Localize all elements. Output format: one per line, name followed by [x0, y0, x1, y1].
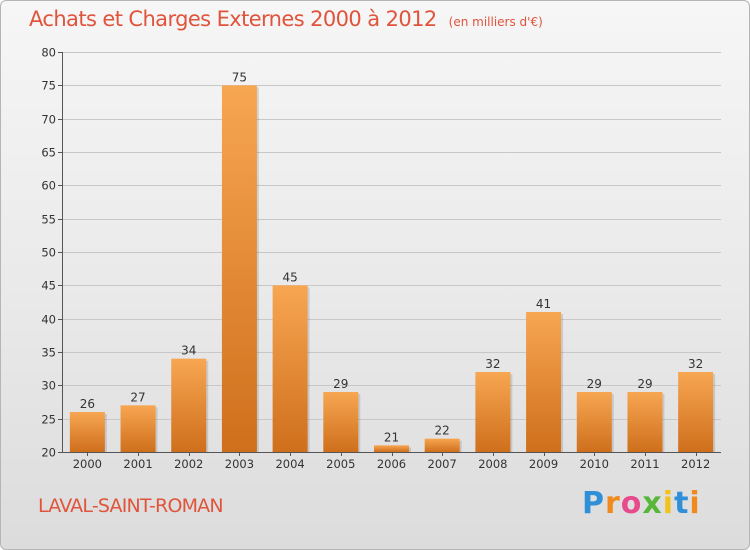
bar-2009	[526, 312, 562, 452]
x-tick-label: 2010	[580, 457, 609, 471]
logo-letter: r	[605, 486, 621, 521]
logo-letter: x	[642, 486, 663, 521]
logo-letter: t	[674, 486, 690, 521]
bar-value-label: 29	[333, 377, 348, 391]
bar-value-label: 34	[181, 344, 196, 358]
bar-2001	[120, 405, 156, 452]
y-tick-label: 50	[41, 246, 56, 260]
bar-2012	[678, 372, 714, 452]
bar-value-label: 32	[688, 357, 703, 371]
chart-title-text: Achats et Charges Externes 2000 à 2012	[29, 7, 437, 31]
x-tick-label: 2001	[123, 457, 152, 471]
bar-value-label: 26	[80, 397, 95, 411]
proxiti-logo: Proxiti	[582, 486, 701, 521]
x-tick-label: 2007	[428, 457, 457, 471]
y-tick-label: 30	[41, 379, 56, 393]
chart-title: Achats et Charges Externes 2000 à 2012 (e…	[29, 7, 543, 31]
bar-value-label: 22	[435, 424, 450, 438]
x-tick-label: 2003	[225, 457, 254, 471]
chart-title-unit: (en milliers d'€)	[448, 15, 543, 29]
bar-value-label: 75	[232, 70, 247, 84]
y-tick-label: 20	[41, 446, 56, 460]
x-tick-label: 2008	[478, 457, 507, 471]
bar-2004	[272, 285, 308, 452]
y-tick-label: 75	[41, 79, 56, 93]
logo-letter: P	[582, 486, 605, 521]
y-tick-label: 35	[41, 346, 56, 360]
x-tick-label: 2006	[377, 457, 406, 471]
bars	[69, 85, 716, 452]
bar-2007	[424, 438, 460, 452]
x-tick-label: 2011	[630, 457, 659, 471]
commune-name: LAVAL-SAINT-ROMAN	[38, 495, 224, 517]
x-tick-label: 2002	[174, 457, 203, 471]
y-tick-label: 60	[41, 179, 56, 193]
bar-value-label: 21	[384, 430, 399, 444]
y-tick-label: 65	[41, 146, 56, 160]
logo-letter: i	[689, 486, 701, 521]
logo-letter: o	[620, 486, 643, 521]
bar-2003	[221, 85, 257, 452]
bar-value-label: 41	[536, 297, 551, 311]
y-tick-label: 45	[41, 279, 56, 293]
bar-value-label: 29	[587, 377, 602, 391]
y-tick-label: 40	[41, 313, 56, 327]
y-tick-label: 25	[41, 413, 56, 427]
x-tick-label: 2004	[275, 457, 304, 471]
bar-2000	[69, 412, 105, 452]
bar-value-label: 27	[130, 390, 145, 404]
bar-2002	[171, 358, 207, 452]
logo-letter: i	[662, 486, 675, 521]
y-tick-label: 80	[41, 46, 56, 60]
y-tick-label: 70	[41, 113, 56, 127]
x-tick-label: 2009	[529, 457, 558, 471]
bar-2008	[475, 372, 511, 452]
x-tick-label: 2000	[73, 457, 102, 471]
bar-2006	[374, 445, 409, 452]
axes: 20 25 30 35 40 45 50 55 60 65 70 75 80 2000 2001 2002 20…	[41, 46, 721, 471]
bar-2011	[627, 392, 663, 452]
bar-value-label: 29	[637, 377, 652, 391]
grid-lines	[62, 52, 721, 453]
y-tick-label: 55	[41, 213, 56, 227]
bar-2005	[323, 392, 359, 452]
bar-2010	[576, 392, 612, 452]
bar-value-label: 32	[485, 357, 500, 371]
data-labels: 26 27 34 75 45 29 21 22 32 41 29 29 32	[80, 70, 704, 444]
x-tick-label: 2005	[326, 457, 355, 471]
bar-value-label: 45	[282, 270, 297, 284]
x-tick-label: 2012	[681, 457, 710, 471]
